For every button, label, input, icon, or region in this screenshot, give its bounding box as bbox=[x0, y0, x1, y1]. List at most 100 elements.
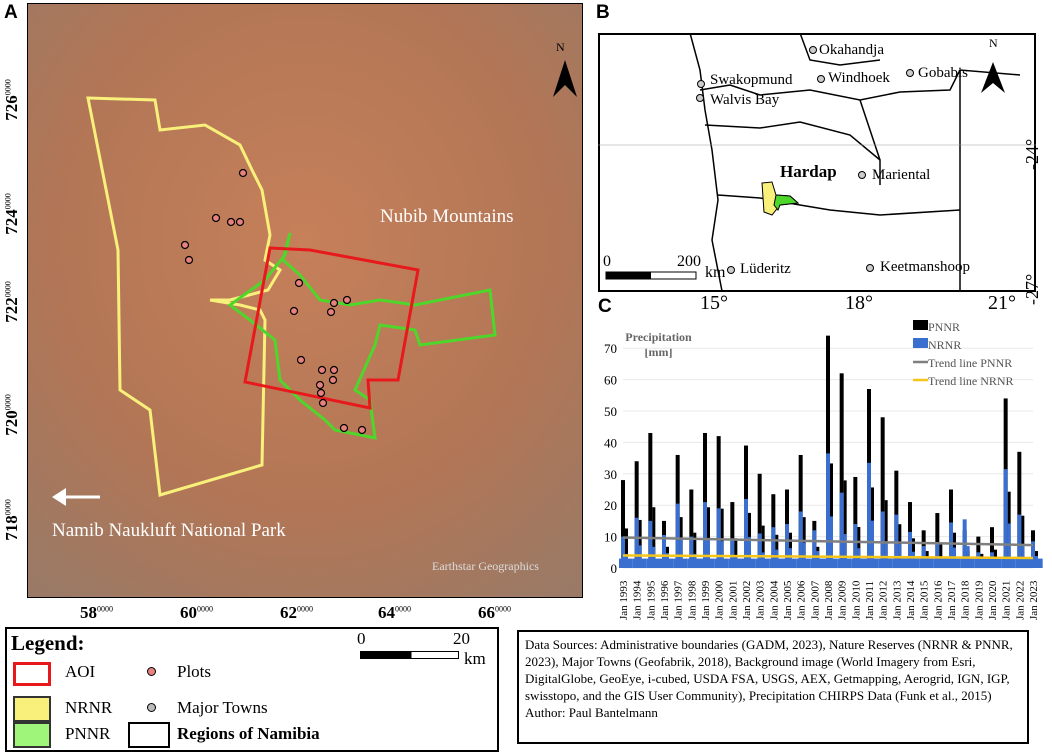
bar-pnnr bbox=[976, 536, 981, 568]
plot-point bbox=[180, 240, 190, 250]
town-point bbox=[906, 69, 914, 77]
bar-base bbox=[1015, 558, 1029, 568]
x-tick-label: Jan 2017 bbox=[946, 580, 958, 620]
bar-base bbox=[673, 558, 688, 568]
bar-base bbox=[974, 558, 988, 568]
bar-pnnr bbox=[757, 473, 762, 568]
bar-base bbox=[632, 558, 647, 568]
town-point bbox=[866, 264, 874, 272]
bar-nrnr bbox=[689, 536, 694, 568]
bar-pnnr bbox=[935, 513, 940, 568]
attribution-label: Earthstar Geographics bbox=[432, 559, 539, 573]
x-tick-58: 580000 bbox=[80, 603, 113, 622]
plot-point bbox=[317, 365, 327, 375]
y-tick-label: 50 bbox=[604, 404, 617, 419]
scale-start: 0 bbox=[357, 629, 366, 648]
pnnr-boundary bbox=[227, 232, 497, 440]
x-tick-label: Jan 1993 bbox=[618, 580, 630, 620]
legend-regions: Regions of Namibia bbox=[177, 724, 320, 743]
trend-line bbox=[622, 554, 1034, 560]
x-tick-label: Jan 2007 bbox=[809, 580, 821, 620]
legend-aoi: AOI bbox=[65, 662, 96, 681]
panel-b-label: B bbox=[596, 2, 610, 23]
bar-nrnr bbox=[1031, 541, 1035, 568]
panel-c-label: C bbox=[598, 296, 612, 317]
data-sources-text: Data Sources: Administrative boundaries … bbox=[525, 637, 1013, 703]
bar-nrnr bbox=[730, 539, 735, 568]
plots-icon bbox=[147, 667, 156, 676]
town-point bbox=[858, 171, 866, 179]
bar-pnnr bbox=[1017, 451, 1022, 568]
bar-base bbox=[687, 558, 701, 568]
regions-swatch bbox=[128, 722, 170, 748]
pnnr-area bbox=[773, 194, 800, 211]
bar-pnnr bbox=[761, 525, 765, 568]
x-tick-label: Jan 1995 bbox=[645, 580, 657, 620]
plot-point bbox=[289, 306, 299, 316]
bar-base bbox=[960, 558, 975, 568]
bar-pnnr bbox=[693, 532, 697, 568]
bar-pnnr bbox=[625, 528, 628, 568]
bar-pnnr bbox=[843, 480, 847, 568]
namibia-overview-map bbox=[598, 33, 1036, 292]
town-swakopmund: Swakopmund bbox=[710, 72, 793, 88]
x-tick-66: 660000 bbox=[478, 603, 511, 622]
author-text: Author: Paul Bantelmann bbox=[525, 705, 658, 720]
region-boundaries bbox=[598, 33, 1036, 292]
bar-pnnr bbox=[716, 436, 721, 568]
bar-pnnr bbox=[839, 373, 844, 568]
bar-pnnr bbox=[853, 476, 858, 568]
x-tick-label: Jan 2010 bbox=[850, 580, 862, 620]
plot-point bbox=[329, 365, 339, 375]
plot-point bbox=[315, 380, 325, 390]
x-tick-label: Jan 2014 bbox=[905, 580, 917, 620]
bar-base bbox=[892, 558, 906, 568]
bar-pnnr bbox=[1021, 515, 1025, 568]
x-tick-label: Jan 2011 bbox=[864, 581, 876, 620]
bar-nrnr bbox=[894, 514, 899, 568]
bar-nrnr bbox=[675, 503, 680, 568]
lat-tick-24: -24° bbox=[1022, 138, 1042, 170]
x-tick-label: Jan 1994 bbox=[632, 580, 644, 620]
scale-bar-b bbox=[606, 272, 651, 279]
bar-base bbox=[947, 558, 961, 568]
bar-nrnr bbox=[785, 524, 789, 568]
x-tick-label: Jan 2023 bbox=[1028, 580, 1040, 620]
lon-tick-21: 21° bbox=[988, 292, 1016, 314]
nrnr-swatch bbox=[13, 696, 51, 722]
north-label-b: N bbox=[989, 36, 998, 50]
bar-nrnr bbox=[634, 517, 639, 568]
bar-pnnr bbox=[648, 432, 653, 568]
north-arrow-icon bbox=[553, 60, 577, 97]
legend-title: Legend: bbox=[11, 631, 85, 655]
bar-base bbox=[714, 558, 729, 568]
bar-pnnr bbox=[689, 489, 694, 568]
town-icon bbox=[147, 703, 156, 712]
plot-point bbox=[318, 398, 328, 408]
y-tick-label: 40 bbox=[604, 435, 617, 450]
bar-nrnr bbox=[744, 498, 748, 568]
bar-pnnr bbox=[990, 527, 994, 568]
town-okahandja: Okahandja bbox=[819, 42, 884, 58]
bar-base bbox=[796, 558, 811, 568]
x-tick-label: Jan 1996 bbox=[659, 580, 671, 620]
x-tick-label: Jan 2016 bbox=[932, 580, 944, 620]
legend-label: Trend line PNNR bbox=[928, 356, 1012, 370]
plot-point bbox=[226, 217, 236, 227]
bar-base bbox=[865, 558, 879, 568]
legend-pnnr: PNNR bbox=[65, 724, 111, 743]
trend-line bbox=[622, 536, 1034, 547]
bar-nrnr bbox=[839, 492, 844, 568]
town-walvis-bay: Walvis Bay bbox=[710, 92, 780, 108]
aoi-swatch bbox=[13, 662, 51, 686]
bar-base bbox=[878, 558, 893, 568]
x-tick-label: Jan 2003 bbox=[755, 580, 767, 620]
namib-naukluft-label: Namib Naukluft National Park bbox=[52, 520, 286, 541]
x-tick-label: Jan 2002 bbox=[741, 581, 753, 620]
town-point bbox=[809, 46, 817, 54]
x-tick-64: 640000 bbox=[378, 603, 411, 622]
legend-nrnr: NRNR bbox=[65, 698, 113, 717]
bar-base bbox=[919, 558, 934, 568]
bar-pnnr bbox=[880, 417, 885, 568]
plot-point bbox=[326, 307, 336, 317]
